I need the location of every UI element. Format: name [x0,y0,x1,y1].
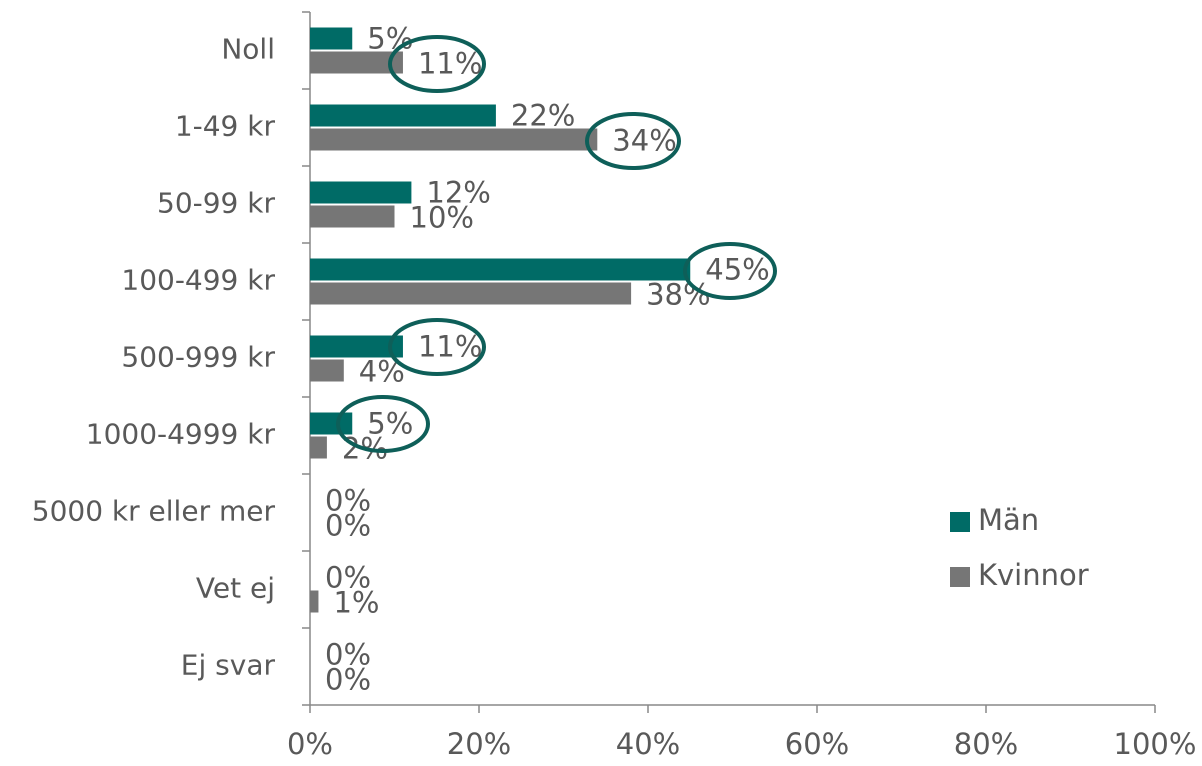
bar [310,258,691,281]
bar [310,27,353,50]
data-label: 0% [325,561,371,595]
y-tick-label: Ej svar [181,649,276,682]
y-tick-label: Vet ej [196,572,275,605]
bar [310,282,632,305]
data-label: 34% [612,124,676,158]
bar [310,412,353,435]
highlight-circle [388,35,486,93]
highlight-circle [336,395,430,453]
bar [310,51,403,74]
x-tick-label: 0% [287,727,333,761]
data-label: 45% [705,253,769,287]
data-label: 0% [325,509,371,543]
legend-label: Kvinnor [978,558,1089,592]
highlight-circle [388,318,486,376]
y-tick-label: 500-999 kr [121,341,275,374]
data-label: 0% [325,484,371,518]
y-tick-label: 1000-4999 kr [86,418,276,451]
y-tick-label: 5000 kr eller mer [32,495,276,528]
highlights [336,35,777,453]
y-tick-label: Noll [221,33,275,66]
y-tick-label: 100-499 kr [121,264,275,297]
data-label: 5% [367,22,413,56]
data-label: 22% [511,99,575,133]
legend-label: Män [978,503,1039,537]
y-tick-label: 1-49 kr [175,110,276,143]
data-label: 0% [325,638,371,672]
x-tick-label: 100% [1114,727,1197,761]
data-label: 12% [426,176,490,210]
plot: 0% 20% 40% 60% 80% 100%Noll 5%11%1-49 kr 22%34%… [32,11,1197,761]
bar [310,128,598,151]
bar [310,335,403,358]
bar [310,181,412,204]
x-tick-label: 60% [785,727,849,761]
data-label: 10% [410,201,474,235]
x-tick-label: 40% [616,727,680,761]
legend-swatch [950,567,970,587]
bar [310,205,395,228]
highlight-circle [683,242,777,300]
bar [310,104,496,127]
x-tick-label: 20% [447,727,511,761]
x-tick-label: 80% [954,727,1018,761]
y-tick-label: 50-99 kr [157,187,275,220]
data-label: 0% [325,663,371,697]
data-label: 1% [333,586,379,620]
data-label: 5% [367,407,413,441]
highlight-circle [585,112,681,170]
data-label: 11% [418,47,482,81]
bar [310,590,319,613]
bar [310,436,327,459]
data-label: 11% [418,330,482,364]
legend-swatch [950,512,970,532]
data-label: 38% [646,278,710,312]
bar [310,359,344,382]
